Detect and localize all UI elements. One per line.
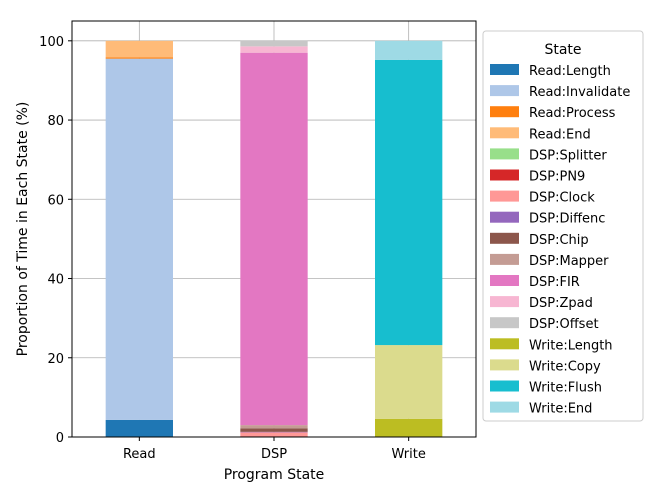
legend-entry-label: DSP:Mapper [529,254,609,269]
bar-segment: DSP / DSP:FIR: 94 [240,52,308,426]
legend: State Read:Length Read:Invalidate Read:Pro… [482,30,644,422]
legend-entry-label: DSP:Splitter [529,148,607,163]
x-tick-label: DSP [261,447,287,462]
bar-segment: DSP / DSP:Clock: 1 [240,432,308,437]
legend-swatch [490,211,519,223]
legend-swatch [490,253,519,265]
legend-frame [482,30,644,422]
legend-entry-label: Write:End [529,402,592,417]
legend-entry-label: Read:Process [529,106,616,121]
y-tick-label: 20 [47,352,64,367]
bar-segment: Write / Write:Copy: 18.6 [375,345,443,419]
legend-entry-label: DSP:Diffenc [529,212,605,227]
bar-segment: Read / Read:Length: 4.3 [105,419,173,437]
legend-entry-label: DSP:Offset [529,317,599,332]
legend-entry-label: Write:Flush [529,381,602,396]
legend-swatch [490,169,519,181]
bar-segment: Read / Read:Process: 0.3 [105,57,173,59]
legend-entry-label: Read:Length [529,64,611,79]
legend-entry-label: Write:Copy [529,359,601,374]
bar-segment: DSP / DSP:Diffenc: 0.1 [240,431,308,433]
legend-entry-label: DSP:PN9 [529,170,585,185]
legend-swatch [490,275,519,286]
legend-swatch [490,190,519,202]
legend-entry-label: DSP:Clock [529,191,595,206]
y-tick-label: 40 [47,273,64,288]
y-axis: 0 20 40 60 80 100 [39,35,72,446]
bar-segment: Write / Write:Length: 4.6 [375,418,443,437]
bar-segment: Read / Read:End: 4.2 [105,40,173,58]
legend-entry-label: DSP:Zpad [529,296,593,311]
legend-entry-label: DSP:FIR [529,275,580,290]
legend-swatch [490,232,519,244]
legend-items: Read:Length Read:Invalidate Read:Process Re… [490,64,630,417]
y-tick-label: 80 [47,114,64,129]
legend-swatch [490,317,519,329]
bar-segment: DSP / DSP:Offset: 1.4 [240,40,308,47]
y-tick-label: 0 [56,431,64,446]
legend-swatch [490,127,519,139]
bar-segment: DSP / DSP:Zpad: 1.6 [240,46,308,53]
legend-entry-label: DSP:Chip [529,233,589,248]
legend-entry-label: Read:Invalidate [529,85,630,100]
bar-segment: Write / Write:Flush: 72 [375,59,443,346]
legend-swatch [490,338,519,350]
legend-title: State [544,42,581,58]
legend-swatch [490,85,519,97]
bar-segment: Read / Read:Invalidate: 91.2 [105,58,173,420]
x-tick-label: Read [123,447,156,462]
bar-segment: DSP / DSP:PN9: 0.1 [240,436,308,437]
x-tick-label: Write [392,447,426,462]
legend-swatch [490,401,519,413]
bar-segment: Write / Write:End: 4.8 [375,40,443,60]
legend-entry-label: Read:End [529,127,591,142]
y-axis-label: Proportion of Time in Each State (%) [15,102,31,357]
legend-swatch [490,359,519,371]
legend-swatch [490,64,519,75]
legend-swatch [490,148,519,160]
legend-swatch [490,380,519,392]
bar-segment: DSP / DSP:Chip: 0.9 [240,428,308,432]
x-axis: Read DSP Write [123,437,426,462]
x-axis-label: Program State [224,467,325,483]
legend-entry-label: Write:Length [529,338,613,353]
legend-swatch [490,296,519,308]
legend-swatch [490,106,519,118]
y-tick-label: 60 [47,193,64,208]
y-tick-label: 100 [39,35,64,50]
bars-group: Read / Read:Length: 4.3Read / Read:Inval… [105,40,443,438]
bar-segment: DSP / DSP:Mapper: 0.8 [240,425,308,429]
